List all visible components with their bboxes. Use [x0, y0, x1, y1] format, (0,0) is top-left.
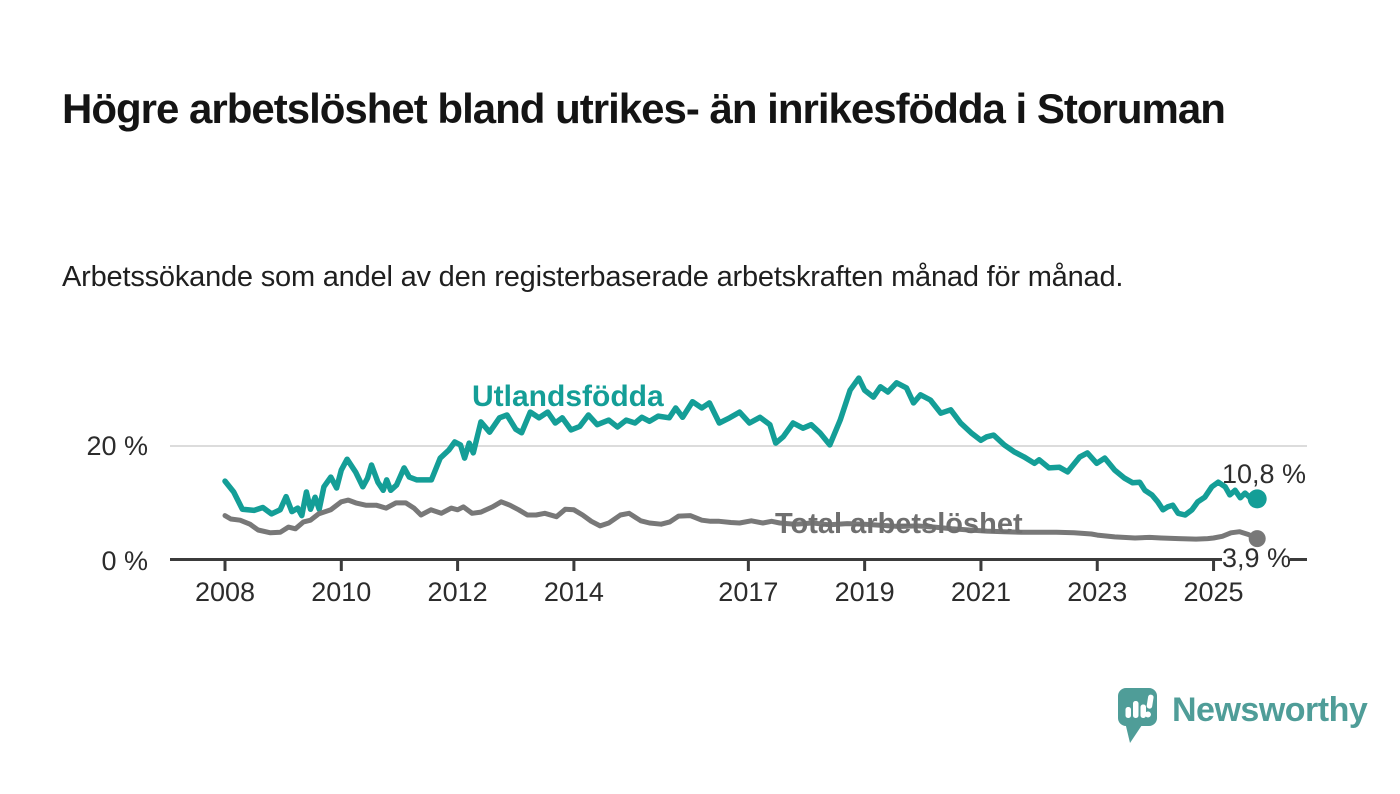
end-dot-total-arbetsloshet — [1248, 530, 1266, 548]
series-line-total-arbetsloshet — [222, 497, 1260, 542]
end-dot-utlandsfodda — [1247, 489, 1267, 509]
series-line-utlandsfodda — [222, 375, 1260, 519]
